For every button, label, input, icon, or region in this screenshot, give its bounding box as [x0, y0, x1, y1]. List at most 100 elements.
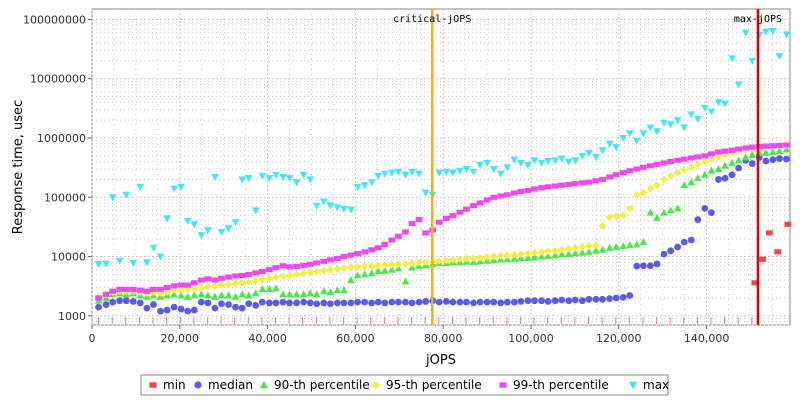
data-point	[775, 53, 784, 61]
data-point	[388, 298, 396, 306]
data-point	[551, 246, 559, 255]
data-point	[565, 181, 573, 187]
data-point	[598, 147, 607, 155]
data-point	[544, 247, 552, 256]
data-point	[646, 124, 655, 132]
data-point	[319, 198, 328, 206]
bottom-min-ticks	[98, 317, 753, 324]
data-point	[353, 183, 362, 191]
marker-label: max-jOPS	[734, 14, 782, 25]
data-point	[626, 168, 634, 174]
data-point	[326, 202, 335, 210]
legend-label: 99-th percentile	[513, 378, 609, 392]
data-point	[783, 155, 790, 163]
data-point	[647, 262, 654, 270]
series-90-th-percentile	[94, 145, 791, 304]
data-point	[558, 182, 566, 188]
data-point	[157, 307, 164, 315]
data-point	[769, 27, 777, 35]
data-point	[666, 206, 675, 214]
data-point	[632, 137, 641, 145]
data-point	[721, 174, 729, 182]
data-point	[748, 150, 757, 158]
data-point	[251, 289, 260, 297]
data-point	[381, 241, 389, 247]
data-point	[585, 179, 593, 185]
data-point	[605, 140, 614, 148]
data-point	[585, 242, 593, 250]
data-point	[483, 159, 491, 167]
data-point	[360, 182, 369, 190]
data-point	[748, 144, 756, 150]
data-point	[347, 299, 355, 307]
series-layer	[94, 27, 792, 315]
series-median	[95, 154, 790, 315]
data-point	[408, 299, 416, 307]
data-point	[177, 183, 185, 191]
data-point	[218, 275, 225, 281]
data-point	[218, 300, 225, 308]
data-point	[759, 256, 767, 262]
data-point	[238, 176, 246, 184]
data-point	[238, 279, 246, 287]
data-point	[122, 297, 130, 305]
data-point	[252, 270, 260, 276]
data-point	[598, 245, 607, 253]
data-point	[694, 115, 702, 123]
data-point	[625, 241, 634, 249]
data-point	[299, 171, 308, 179]
data-point	[388, 169, 396, 177]
data-point	[551, 251, 559, 259]
y-tick-label: 100000000	[23, 13, 86, 26]
data-point	[279, 173, 287, 181]
x-tick-label: 0	[89, 332, 96, 345]
legend-label: median	[208, 378, 253, 392]
data-point	[517, 298, 525, 305]
data-point	[544, 184, 552, 190]
data-point	[751, 280, 759, 286]
data-point	[381, 170, 389, 178]
data-point	[300, 262, 307, 268]
data-point	[578, 297, 586, 305]
series-99-th-percentile	[95, 142, 790, 301]
data-point	[762, 143, 770, 149]
data-point	[415, 170, 423, 178]
data-point	[252, 301, 260, 309]
data-point	[231, 219, 240, 227]
data-point	[374, 245, 382, 251]
x-tick-label: 80,000	[424, 332, 463, 345]
legend-label: 90-th percentile	[274, 378, 370, 392]
series-max	[94, 27, 791, 268]
data-point	[565, 297, 573, 305]
data-point	[694, 174, 702, 182]
data-point	[258, 298, 266, 306]
data-point	[408, 221, 416, 227]
data-point	[415, 217, 423, 223]
data-point	[293, 299, 300, 307]
data-point	[517, 188, 525, 195]
data-point	[503, 192, 511, 198]
data-point	[701, 105, 709, 113]
data-point	[272, 273, 280, 281]
data-point	[524, 253, 532, 261]
data-point	[619, 242, 627, 250]
data-point	[258, 285, 267, 293]
data-point	[537, 248, 546, 256]
data-point	[619, 170, 627, 176]
data-point	[782, 145, 791, 153]
data-point	[496, 251, 505, 260]
data-point	[639, 188, 648, 197]
data-point	[666, 172, 675, 180]
data-point	[585, 295, 593, 303]
data-point	[272, 265, 280, 271]
data-point	[320, 258, 328, 264]
data-point	[217, 291, 226, 299]
plot-area	[91, 8, 791, 326]
data-point	[633, 166, 641, 172]
data-point	[476, 253, 484, 262]
data-point	[292, 270, 301, 279]
data-point	[177, 286, 185, 295]
x-axis: 0 20,000 40,000 60,000 80,000 100,000 120,000 1…	[89, 325, 729, 345]
data-point	[435, 169, 444, 177]
data-point	[285, 175, 294, 183]
